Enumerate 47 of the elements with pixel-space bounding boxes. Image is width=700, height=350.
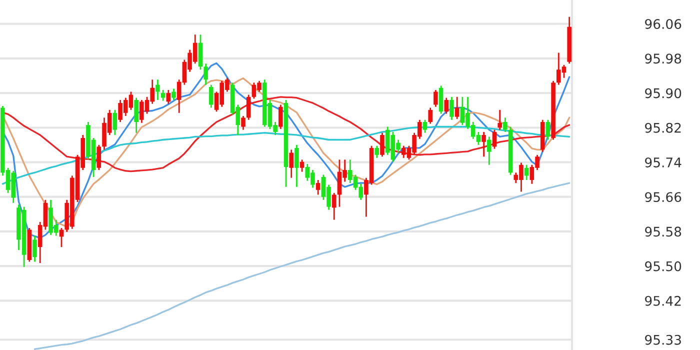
candlestick bbox=[503, 116, 508, 133]
candlestick bbox=[59, 227, 64, 248]
y-tick-label: 95.82 bbox=[645, 122, 681, 133]
candlestick bbox=[374, 145, 380, 159]
y-tick-label: 95.98 bbox=[645, 54, 682, 64]
candlestick bbox=[209, 84, 214, 108]
candlestick bbox=[96, 144, 102, 171]
candlestick bbox=[289, 148, 294, 179]
candlestick bbox=[450, 96, 454, 121]
candlestick bbox=[166, 89, 171, 105]
candlestick bbox=[454, 96, 460, 120]
candlestick bbox=[160, 89, 166, 102]
candlestick bbox=[112, 109, 118, 136]
candlestick bbox=[294, 144, 299, 188]
candlestick bbox=[487, 136, 492, 166]
candlestick bbox=[241, 115, 246, 130]
y-tick-label: 95.58 bbox=[645, 226, 682, 237]
candlestick bbox=[492, 129, 497, 150]
y-tick-label: 95.50 bbox=[645, 261, 682, 272]
candlestick bbox=[482, 131, 486, 158]
candlestick bbox=[204, 62, 208, 86]
candlestick bbox=[134, 97, 138, 134]
candlestick bbox=[524, 164, 529, 181]
candlestick bbox=[278, 104, 283, 130]
candlestick bbox=[438, 84, 444, 114]
candlestick bbox=[428, 107, 432, 124]
candlestick bbox=[198, 34, 203, 70]
y-tick-label: 96.06 bbox=[645, 19, 682, 29]
candlestick bbox=[172, 88, 176, 101]
candlestick bbox=[498, 109, 502, 130]
candlestick bbox=[444, 97, 449, 114]
y-tick-label: 95.90 bbox=[645, 88, 682, 98]
candlestick bbox=[300, 158, 304, 172]
line-series bbox=[34, 182, 570, 350]
y-tick-label: 95.74 bbox=[645, 157, 682, 168]
y-tick-label: 95.33 bbox=[645, 334, 681, 345]
y-tick-label: 95.66 bbox=[645, 192, 682, 202]
candlestick bbox=[546, 119, 550, 140]
y-tick-label: 95.42 bbox=[645, 296, 681, 306]
candlestick bbox=[332, 192, 336, 220]
candlestick bbox=[156, 78, 160, 101]
candlestick bbox=[380, 132, 384, 158]
candlestick bbox=[316, 179, 320, 196]
candlestick bbox=[422, 119, 428, 134]
candlestick bbox=[246, 94, 251, 121]
candlestick bbox=[434, 89, 438, 108]
candlestick bbox=[32, 235, 37, 262]
